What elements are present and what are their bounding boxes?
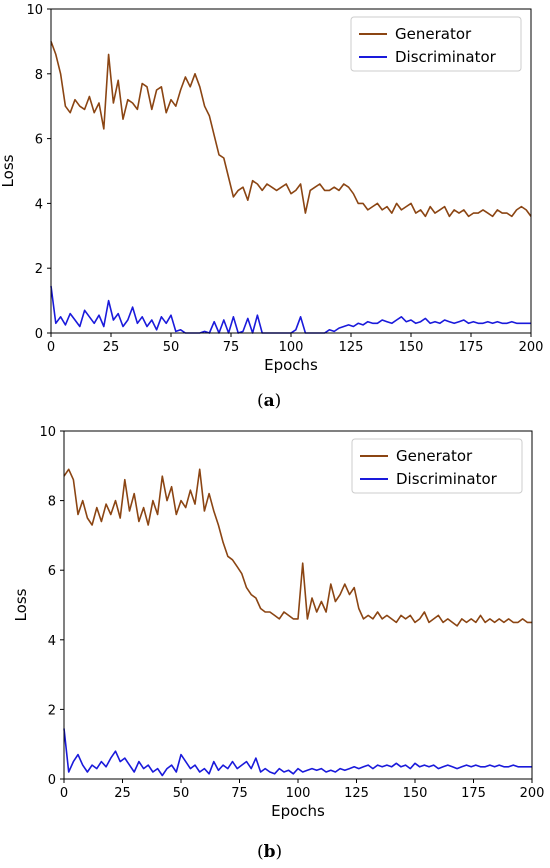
- panel-b-x-tick-label: 0: [60, 786, 68, 801]
- panel-a-x-tick-label: 25: [103, 340, 120, 355]
- panel-a-x-tick-label: 0: [47, 340, 55, 355]
- panel-b-x-tick-label: 200: [520, 786, 545, 801]
- chart-panel-b: 0 25 50 75 100 125 150 175 200 0 2 4 6 8 10 Epochs Loss G…: [12, 425, 544, 820]
- panel-a-y-tick-label: 6: [35, 133, 43, 148]
- chart-panel-a: 0 25 50 75 100 125 150 175 200 0 2 4 6 8 10 Epochs Loss G…: [0, 3, 543, 374]
- panel-b-x-tick-label: 75: [231, 786, 248, 801]
- panel-a-x-tick-label: 200: [519, 340, 544, 355]
- panel-a-series-generator-line: [50, 41, 532, 218]
- panel-b-y-tick-label: 2: [48, 703, 56, 718]
- panel-b-x-tick-label: 100: [286, 786, 311, 801]
- panel-a-y-tick-label: 4: [35, 197, 43, 212]
- panel-b-series-generator-line: [63, 468, 532, 627]
- panel-b-y-tick-label: 10: [39, 425, 56, 440]
- panel-b-x-tick-label: 175: [461, 786, 486, 801]
- panel-b-y-tick-label: 0: [48, 773, 56, 788]
- panel-b-y-tick-label: 4: [48, 634, 56, 649]
- panel-a-y-axis-label: Loss: [0, 154, 17, 187]
- panel-a-y-tick-label: 2: [35, 262, 43, 277]
- panel-a-x-axis-label: Epochs: [264, 356, 318, 374]
- panel-b-series-discriminator-line: [63, 728, 532, 777]
- panel-b-y-tick-label: 8: [48, 495, 56, 510]
- panel-b-x-axis-label: Epochs: [271, 802, 325, 820]
- panel-a-y-tick-label: 0: [35, 327, 43, 342]
- panel-b-legend-label-generator: Generator: [396, 447, 473, 465]
- panel-a-y-tick-label: 8: [35, 68, 43, 83]
- panel-a-legend-label-discriminator: Discriminator: [395, 48, 497, 66]
- panel-a-legend: [350, 16, 522, 72]
- panel-a-x-tick-label: 175: [459, 340, 484, 355]
- panel-b-legend-label-discriminator: Discriminator: [396, 470, 498, 488]
- panel-b-y-axis-label: Loss: [12, 588, 30, 621]
- panel-a-x-tick-label: 150: [399, 340, 424, 355]
- caption-b-letter: b: [263, 842, 276, 862]
- panel-b-legend: [351, 438, 523, 494]
- panel-b-x-tick-label: 50: [173, 786, 190, 801]
- caption-a: (a): [257, 391, 282, 411]
- panel-a-legend-label-generator: Generator: [395, 25, 472, 43]
- panel-a-x-tick-label: 75: [223, 340, 240, 355]
- caption-a-letter: a: [263, 391, 275, 411]
- panel-a-x-tick-label: 100: [279, 340, 304, 355]
- panel-b-x-tick-label: 25: [114, 786, 131, 801]
- panel-a-x-tick-label: 50: [163, 340, 180, 355]
- panel-a-x-tick-label: 125: [339, 340, 364, 355]
- panel-a-y-tick-label: 10: [26, 3, 43, 18]
- panel-b-x-tick-label: 125: [344, 786, 369, 801]
- panel-b-y-tick-label: 6: [48, 564, 56, 579]
- caption-b: (b): [257, 842, 283, 862]
- panel-a-series-discriminator-line: [50, 285, 531, 334]
- panel-b-x-tick-label: 150: [403, 786, 428, 801]
